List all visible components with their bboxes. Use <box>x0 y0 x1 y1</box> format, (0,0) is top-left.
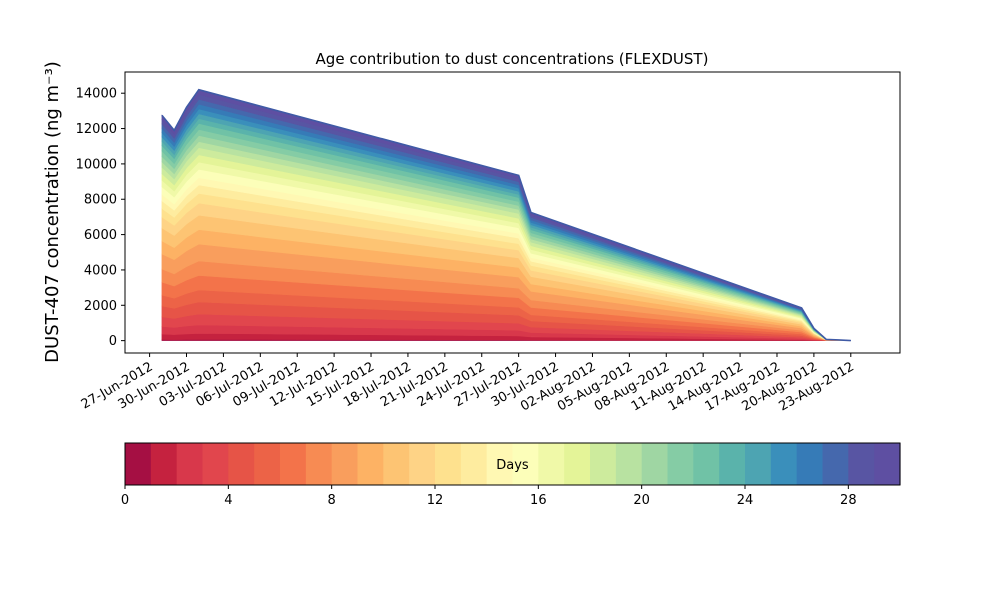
colorbar-bin <box>305 443 333 485</box>
colorbar-bin <box>719 443 746 485</box>
colorbar-tick-label: 24 <box>737 493 754 508</box>
colorbar-bin <box>564 443 591 485</box>
colorbar-bin <box>176 443 204 485</box>
plot-frame <box>124 71 901 354</box>
y-tick-label: 14000 <box>76 87 117 102</box>
y-axis: 0 2000 4000 6000 8000 10000 12000 14000 <box>76 87 125 349</box>
colorbar-bin <box>667 443 694 485</box>
colorbar-bin <box>357 443 384 485</box>
colorbar-bin <box>538 443 565 485</box>
colorbar-bin <box>486 443 514 485</box>
y-tick-label: 12000 <box>76 122 117 137</box>
colorbar-bin <box>228 443 255 485</box>
colorbar-tick-label: 12 <box>427 493 444 508</box>
y-tick-label: 6000 <box>84 228 117 243</box>
colorbar-tick-label: 16 <box>530 493 547 508</box>
colorbar-tick-label: 4 <box>224 493 232 508</box>
colorbar-bin <box>770 443 798 485</box>
colorbar: Days 0 4 8 12 16 20 24 28 <box>121 442 901 508</box>
colorbar-tick-label: 0 <box>121 493 129 508</box>
colorbar-tick-label: 8 <box>328 493 336 508</box>
chart-title: Age contribution to dust concentrations … <box>316 50 709 68</box>
colorbar-bin <box>848 443 875 485</box>
colorbar-bin <box>874 443 901 485</box>
colorbar-bin <box>460 443 488 485</box>
colorbar-bin <box>512 443 539 485</box>
colorbar-bin <box>254 443 281 485</box>
colorbar-bin <box>202 443 229 485</box>
x-axis: 27-Jun-201230-Jun-201203-Jul-201206-Jul-… <box>79 353 857 415</box>
y-tick-label: 4000 <box>84 263 117 278</box>
colorbar-bin <box>125 443 152 485</box>
colorbar-bin <box>150 443 178 485</box>
y-axis-label: DUST-407 concentration (ng m⁻³) <box>42 61 63 363</box>
colorbar-bin <box>796 443 824 485</box>
colorbar-bin <box>745 443 772 485</box>
colorbar-tick-label: 28 <box>840 493 857 508</box>
colorbar-bin <box>822 443 849 485</box>
colorbar-bin <box>615 443 643 485</box>
plot-area <box>161 88 851 342</box>
colorbar-bin <box>409 443 436 485</box>
colorbar-label: Days <box>496 458 529 473</box>
y-tick-label: 8000 <box>84 193 117 208</box>
colorbar-bin <box>693 443 720 485</box>
colorbar-frame <box>124 442 901 486</box>
y-tick-label: 0 <box>109 334 117 349</box>
y-tick-label: 2000 <box>84 299 117 314</box>
colorbar-bin <box>641 443 669 485</box>
colorbar-bin <box>280 443 307 485</box>
y-tick-label: 10000 <box>76 157 117 172</box>
colorbar-bin <box>331 443 359 485</box>
colorbar-bin <box>590 443 617 485</box>
total-outline <box>161 88 851 342</box>
colorbar-tick-label: 20 <box>633 493 650 508</box>
colorbar-bin <box>383 443 410 485</box>
colorbar-bin <box>435 443 462 485</box>
